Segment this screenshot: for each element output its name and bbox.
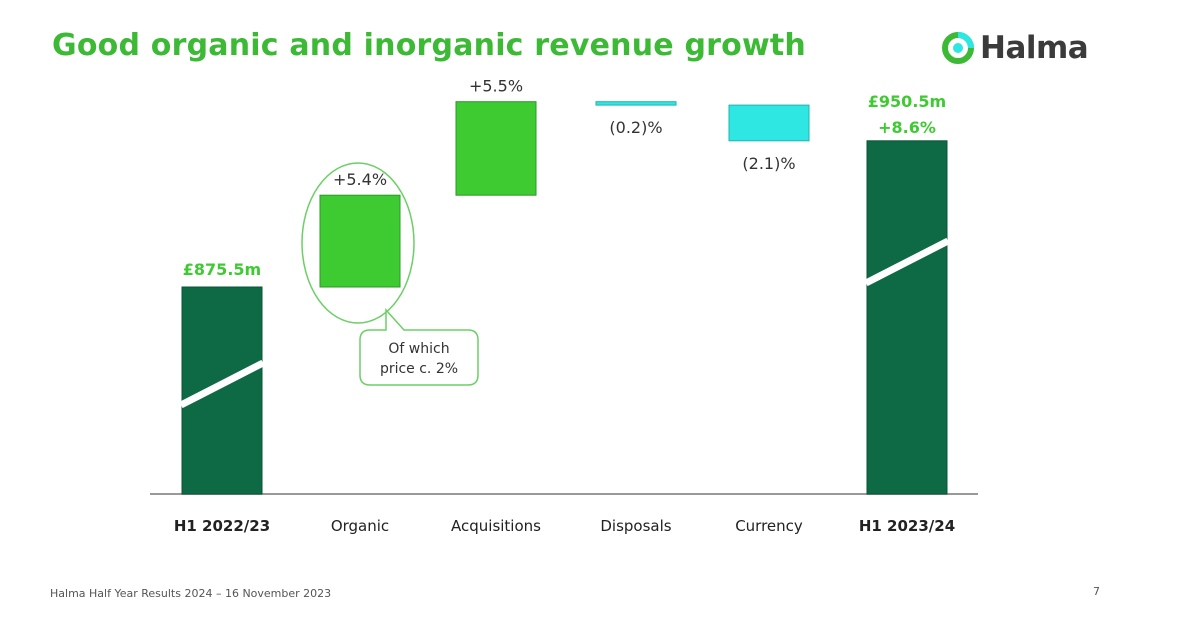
bar-organic <box>319 194 401 288</box>
bar-acquisitions <box>455 101 537 196</box>
halma-logo: Halma <box>942 30 1089 66</box>
value-label-acquisitions: +5.5% <box>469 77 523 96</box>
annotation-ellipse <box>301 162 415 324</box>
halma-logo-icon <box>942 32 974 64</box>
value-label-h1-2023-24: £950.5m <box>868 92 946 111</box>
category-label-h1-2022-23: H1 2022/23 <box>174 517 270 535</box>
value-label-organic: +5.4% <box>333 170 387 189</box>
category-label-disposals: Disposals <box>600 517 671 535</box>
category-label-h1-2023-24: H1 2023/24 <box>859 517 955 535</box>
value-label-h1-2022-23: £875.5m <box>183 260 261 279</box>
category-label-organic: Organic <box>331 517 389 535</box>
brand-name: Halma <box>980 30 1089 66</box>
change-label-h1-2023-24: +8.6% <box>878 118 936 137</box>
value-label-disposals: (0.2)% <box>609 118 662 137</box>
annotation-bubble <box>359 308 479 386</box>
annotation-line-2: price c. 2% <box>380 361 458 377</box>
bar-currency <box>728 104 810 142</box>
bar-disposals <box>595 101 677 106</box>
category-label-currency: Currency <box>735 517 803 535</box>
value-label-currency: (2.1)% <box>742 154 795 173</box>
footer-text: Halma Half Year Results 2024 – 16 Novemb… <box>50 587 332 600</box>
slide-title: Good organic and inorganic revenue growt… <box>52 28 806 63</box>
bar-h1-2022-23 <box>181 286 263 495</box>
annotation-line-1: Of which <box>388 341 449 357</box>
bar-h1-2023-24 <box>866 140 948 495</box>
category-label-acquisitions: Acquisitions <box>451 517 541 535</box>
axis-break-h1-2023-24 <box>864 237 950 287</box>
page-number: 7 <box>1093 585 1100 598</box>
axis-break-h1-2022-23 <box>179 359 265 409</box>
